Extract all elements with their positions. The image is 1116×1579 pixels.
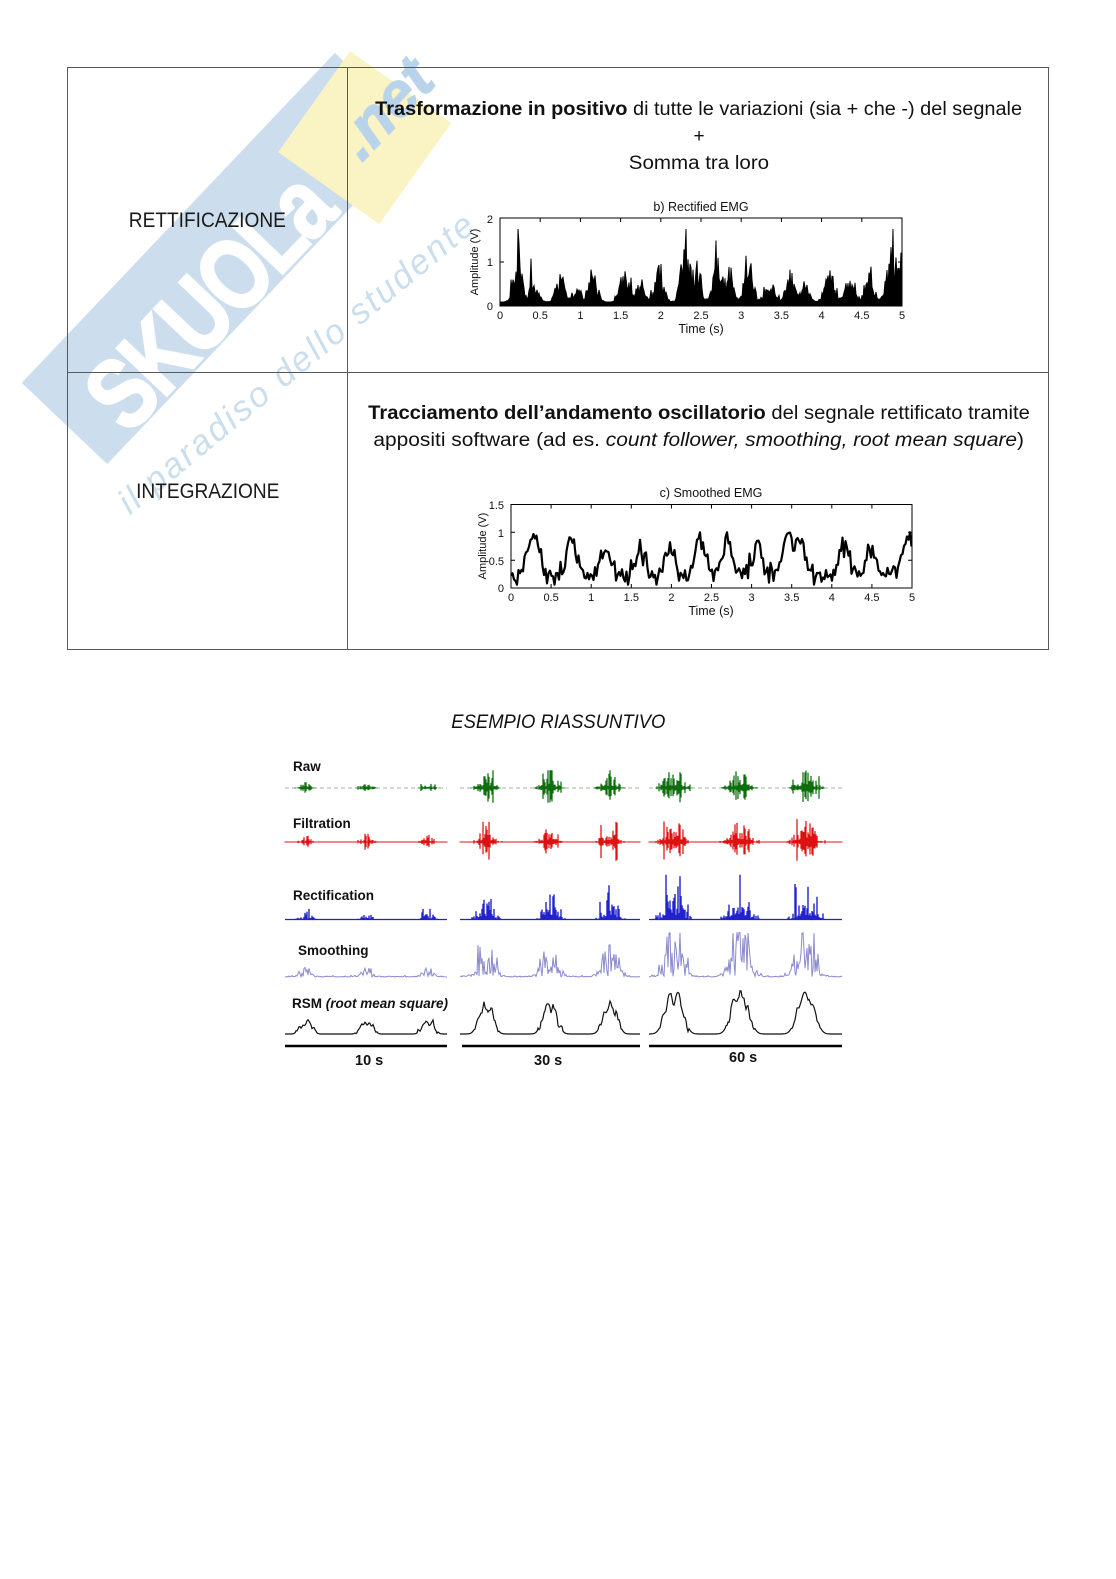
svg-text:Amplitude (V): Amplitude (V) (477, 513, 489, 580)
svg-text:2: 2 (487, 214, 493, 226)
svg-text:0.5: 0.5 (489, 556, 504, 568)
svg-text:Time (s): Time (s) (678, 322, 723, 336)
svg-text:4: 4 (829, 592, 835, 604)
svg-text:2: 2 (658, 310, 664, 322)
svg-text:1.5: 1.5 (489, 500, 504, 512)
svg-text:1.5: 1.5 (613, 310, 628, 322)
svg-text:Amplitude (V): Amplitude (V) (469, 229, 481, 296)
svg-text:0: 0 (508, 592, 514, 604)
svg-text:3.5: 3.5 (784, 592, 799, 604)
svg-text:1: 1 (577, 310, 583, 322)
svg-text:0.5: 0.5 (543, 592, 558, 604)
svg-text:2.5: 2.5 (693, 310, 708, 322)
svg-text:Time (s): Time (s) (688, 604, 733, 618)
svg-text:4: 4 (819, 310, 825, 322)
svg-text:0: 0 (497, 310, 503, 322)
svg-text:b) Rectified EMG: b) Rectified EMG (653, 200, 748, 214)
svg-text:0.5: 0.5 (533, 310, 548, 322)
svg-text:2: 2 (668, 592, 674, 604)
svg-text:0: 0 (498, 583, 504, 595)
svg-text:3: 3 (749, 592, 755, 604)
svg-text:3: 3 (738, 310, 744, 322)
svg-text:1: 1 (588, 592, 594, 604)
svg-text:2.5: 2.5 (704, 592, 719, 604)
svg-text:4.5: 4.5 (854, 310, 869, 322)
svg-text:1: 1 (498, 528, 504, 540)
svg-text:0: 0 (487, 301, 493, 313)
svg-text:4.5: 4.5 (864, 592, 879, 604)
svg-text:1: 1 (487, 257, 493, 269)
svg-text:5: 5 (899, 310, 905, 322)
svg-text:c) Smoothed EMG: c) Smoothed EMG (660, 486, 763, 500)
svg-text:1.5: 1.5 (624, 592, 639, 604)
svg-text:5: 5 (909, 592, 915, 604)
svg-text:3.5: 3.5 (774, 310, 789, 322)
